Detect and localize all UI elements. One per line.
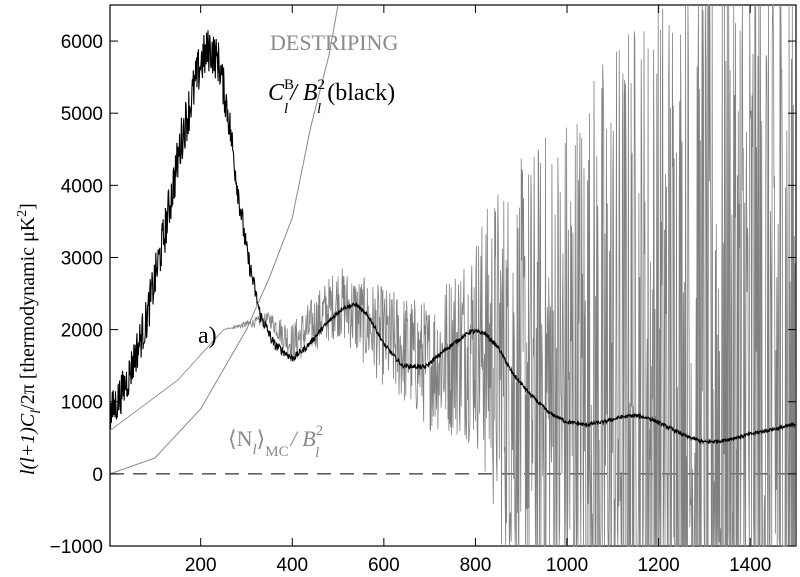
ticks-layer: 200 400 600 800 1000 1200 1400 −1000 0 1000 2000 30…	[50, 5, 796, 576]
signal-main: C	[268, 80, 285, 106]
x-tick-label: 400	[276, 555, 308, 576]
noise-sub: l	[252, 442, 256, 458]
y-tick-label: 3000	[61, 248, 103, 269]
noise-label: ⟨Nl⟩MC/ B2 l	[228, 423, 323, 461]
plot-area	[109, 4, 797, 547]
noise-close: ⟩	[257, 426, 266, 451]
noise-div-sub: l	[315, 445, 319, 461]
series-line-1	[109, 4, 796, 547]
series-layer	[109, 4, 797, 547]
ylabel-lhs: l(l+1)C	[17, 413, 39, 475]
signal-div-sup: 2	[318, 77, 326, 93]
method-label: DESTRIPING	[270, 30, 398, 55]
x-tick-label: 800	[460, 555, 492, 576]
signal-div-sub: l	[317, 101, 321, 117]
y-tick-label: 6000	[61, 32, 103, 53]
noise-open: ⟨N	[228, 426, 253, 451]
ylabel-rhs-end: ]	[17, 203, 39, 210]
signal-label: CB l/ B2 l (black)	[268, 77, 395, 117]
series-line-2	[109, 4, 339, 475]
panel-label: a)	[198, 323, 217, 349]
x-tick-label: 1400	[729, 555, 771, 576]
y-axis-label: l(l+1)Cl/2π [thermodynamic μK2]	[15, 203, 44, 475]
y-tick-label: −1000	[50, 537, 103, 558]
y-tick-label: 4000	[61, 176, 103, 197]
ylabel-rhs: /2π [thermodynamic μK	[17, 216, 39, 410]
y-tick-label: 2000	[61, 321, 103, 342]
y-tick-label: 1000	[61, 393, 103, 414]
signal-sup: B	[284, 77, 294, 93]
noise-mc: MC	[265, 444, 288, 460]
signal-sub: l	[284, 101, 288, 117]
noise-div: / B	[289, 426, 316, 451]
y-tick-label: 0	[92, 465, 103, 486]
x-tick-label: 200	[185, 555, 217, 576]
ylabel-rhs-sup: 2	[15, 210, 30, 217]
noise-div-sup: 2	[316, 423, 324, 439]
y-tick-label: 5000	[61, 104, 103, 125]
x-tick-label: 1000	[546, 555, 588, 576]
ylabel-lhs-sub: l	[29, 410, 44, 414]
svg-text:l(l+1)Cl/2π [thermodynamic μK2: l(l+1)Cl/2π [thermodynamic μK2]	[15, 203, 44, 475]
signal-suffix: (black)	[327, 80, 395, 106]
series-line-0	[109, 30, 797, 445]
signal-div: / B	[288, 80, 318, 106]
x-tick-label: 1200	[637, 555, 679, 576]
x-tick-label: 600	[368, 555, 400, 576]
